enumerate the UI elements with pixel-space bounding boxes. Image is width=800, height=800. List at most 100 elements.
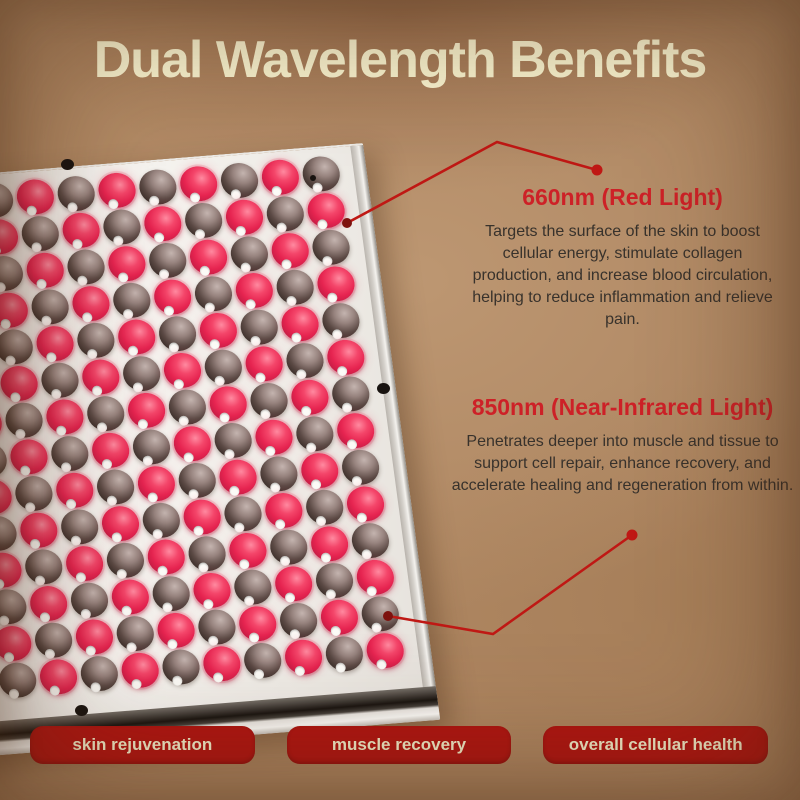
led-near-infrared [294,415,336,453]
led-red [364,631,406,670]
led-near-infrared [268,528,310,566]
led-near-infrared [65,248,107,286]
led-red [0,404,4,443]
callout-850nm-heading: 850nm (Near-Infrared Light) [471,394,774,420]
led-red [308,525,351,563]
led-red [142,204,184,243]
led-near-infrared [68,581,111,620]
led-near-infrared [32,621,75,659]
led-near-infrared [284,341,326,380]
led-red [151,278,194,316]
led-red [177,164,220,203]
led-near-infrared [212,421,254,460]
led-near-infrared [232,568,274,606]
led-near-infrared [140,501,183,540]
badge-overall-cellular-health: overall cellular health [543,726,769,764]
led-red [70,284,112,323]
led-red [8,437,50,476]
led-red [318,598,361,636]
led-red [325,338,367,377]
led-red [191,571,233,610]
callout-660nm-body: Targets the surface of the skin to boost… [472,223,773,328]
badge-row: skin rejuvenation muscle recovery overal… [30,726,769,764]
led-near-infrared [222,494,264,533]
led-near-infrared [0,514,19,553]
led-near-infrared [359,595,402,633]
badge-label: overall cellular health [568,735,743,754]
led-red [115,318,158,356]
led-red [289,378,331,416]
led-red [37,657,80,696]
led-red [60,211,102,250]
led-near-infrared [137,168,179,206]
led-red [135,464,178,503]
led-near-infrared [150,574,192,613]
led-near-infrared [101,208,143,246]
led-red [0,551,24,589]
led-red [187,238,230,276]
led-red [54,471,96,510]
led-red [315,265,357,303]
led-red [119,651,161,690]
led-red [354,558,397,597]
led-red [34,324,76,363]
led-red [0,477,14,516]
led-red [305,191,347,230]
led-red [155,611,197,650]
led-red [253,418,295,456]
led-red [181,498,223,536]
led-red [282,638,325,676]
led-red [217,458,259,496]
led-near-infrared [0,441,9,479]
led-red [14,178,57,216]
led-near-infrared [23,547,65,586]
led-red [272,564,315,603]
led-red [344,485,387,523]
led-near-infrared [300,155,342,193]
led-red [96,171,138,210]
badge-muscle-recovery: muscle recovery [286,726,512,764]
led-near-infrared [248,381,290,420]
led-red [227,531,269,570]
led-red [99,504,142,543]
led-near-infrared [349,521,392,560]
led-near-infrared [160,648,202,686]
led-near-infrared [241,641,284,680]
led-near-infrared [320,301,362,340]
badge-label: muscle recovery [331,735,467,754]
led-red [263,491,305,530]
led-near-infrared [274,268,316,306]
led-near-infrared [120,354,163,393]
led-near-infrared [264,195,307,233]
led-near-infrared [192,274,235,313]
led-near-infrared [130,428,173,466]
led-near-infrared [39,361,81,400]
led-grid [0,155,410,708]
led-near-infrared [339,448,382,487]
led-near-infrared [166,388,209,426]
led-red [237,604,279,643]
led-red [125,391,168,430]
led-red [145,538,188,576]
led-red [161,351,204,390]
led-near-infrared [78,654,121,693]
led-near-infrared [114,614,157,653]
led-red [89,431,132,470]
led-red [106,244,148,283]
led-red [207,384,250,423]
led-near-infrared [58,508,101,546]
led-red [0,364,40,403]
led-near-infrared [323,635,366,673]
led-red [279,305,321,343]
led-near-infrared [84,394,127,433]
led-near-infrared [104,541,147,580]
led-near-infrared [111,281,153,320]
led-near-infrared [277,601,320,640]
led-near-infrared [0,661,39,699]
led-near-infrared [94,468,137,506]
led-near-infrared [202,348,245,386]
led-near-infrared [238,308,281,346]
page-title: Dual Wavelength Benefits [93,31,708,89]
led-near-infrared [186,534,228,573]
